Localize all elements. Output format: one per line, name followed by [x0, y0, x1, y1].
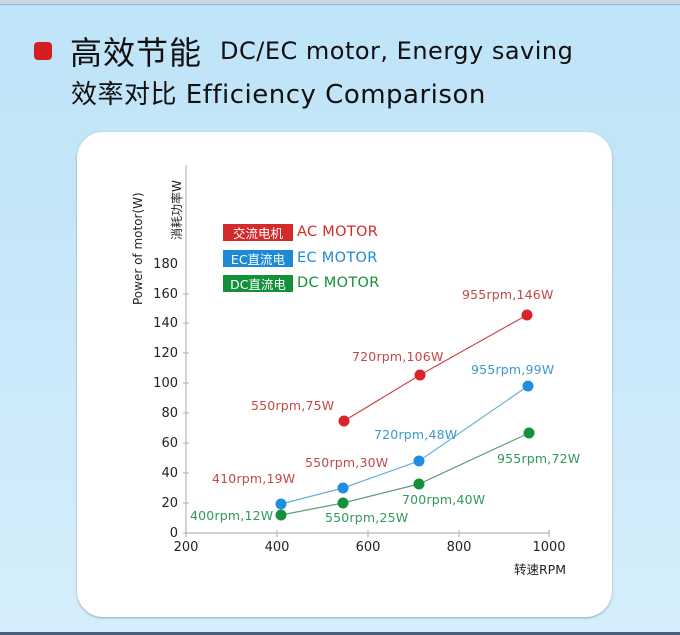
- legend-swatch-ec: EC直流电机: [223, 249, 293, 284]
- x-tick-label: 1000: [532, 540, 566, 555]
- legend-item-dc: DC直流电机 DC MOTOR: [223, 273, 380, 309]
- data-label-dc: 400rpm,12W: [190, 508, 274, 523]
- x-tick-label: 600: [355, 540, 381, 555]
- y-tick-label: 20: [161, 496, 178, 511]
- data-point: [337, 497, 349, 509]
- x-tick-label: 400: [264, 540, 290, 555]
- x-axis-label: 转速RPM: [514, 562, 567, 577]
- x-tick-label: 200: [173, 540, 199, 555]
- bullet-icon: [34, 42, 52, 60]
- y-tick-label: 120: [153, 346, 178, 361]
- title-chinese: 高效节能: [70, 34, 203, 72]
- x-tick-label: 800: [446, 540, 472, 555]
- series-ec: [275, 380, 534, 510]
- legend-item-ac: 交流电机 AC MOTOR: [223, 222, 378, 242]
- y-tick-label: 160: [153, 287, 178, 302]
- data-label-ac: 720rpm,106W: [352, 349, 444, 364]
- data-point: [275, 509, 287, 521]
- legend-label-ec: EC MOTOR: [297, 250, 378, 266]
- data-point: [413, 455, 425, 467]
- legend-swatch-ac: 交流电机: [223, 223, 293, 241]
- legend-label-dc: DC MOTOR: [297, 275, 380, 291]
- data-point: [522, 380, 534, 392]
- legend-item-ec: EC直流电机 EC MOTOR: [223, 248, 378, 284]
- data-label-ac: 550rpm,75W: [251, 398, 335, 413]
- data-label-dc: 550rpm,25W: [325, 510, 409, 525]
- data-point: [337, 482, 349, 494]
- data-point: [414, 369, 426, 381]
- y-tick-label: 180: [153, 257, 178, 272]
- y-tick-label: 40: [161, 466, 178, 481]
- y-tick-label: 0: [169, 526, 178, 541]
- y-tick-label: 80: [161, 406, 178, 421]
- series-dc: [275, 427, 535, 521]
- top-border: [0, 0, 680, 5]
- y-tick-label: 60: [161, 436, 178, 451]
- chart-subtitle: 效率对比 Efficiency Comparison: [71, 80, 486, 110]
- data-point: [275, 498, 287, 510]
- title-english: DC/EC motor, Energy saving: [220, 37, 574, 65]
- bottom-border: [0, 632, 680, 635]
- data-label-dc: 700rpm,40W: [402, 492, 486, 507]
- data-point: [523, 427, 535, 439]
- data-label-ec: 550rpm,30W: [305, 455, 389, 470]
- chart-card: [77, 132, 612, 617]
- data-point: [521, 309, 533, 321]
- y-axis-label-chinese: 消耗功率W: [170, 180, 184, 240]
- data-point: [413, 478, 425, 490]
- series-ac: [338, 309, 533, 427]
- axes: [183, 165, 550, 537]
- data-point: [338, 415, 350, 427]
- y-tick-label: 140: [153, 316, 178, 331]
- data-label-ec: 955rpm,99W: [471, 362, 555, 377]
- legend-label-ac: AC MOTOR: [297, 224, 379, 240]
- data-label-ac: 955rpm,146W: [462, 287, 554, 302]
- data-label-ec: 410rpm,19W: [212, 471, 296, 486]
- data-label-dc: 955rpm,72W: [497, 451, 581, 466]
- page-header: 高效节能 DC/EC motor, Energy saving: [34, 28, 573, 74]
- legend-swatch-dc: DC直流电机: [223, 274, 293, 309]
- data-label-ec: 720rpm,48W: [374, 427, 458, 442]
- y-tick-label: 100: [153, 376, 178, 391]
- y-axis-label-english: Power of motor(W): [131, 192, 145, 305]
